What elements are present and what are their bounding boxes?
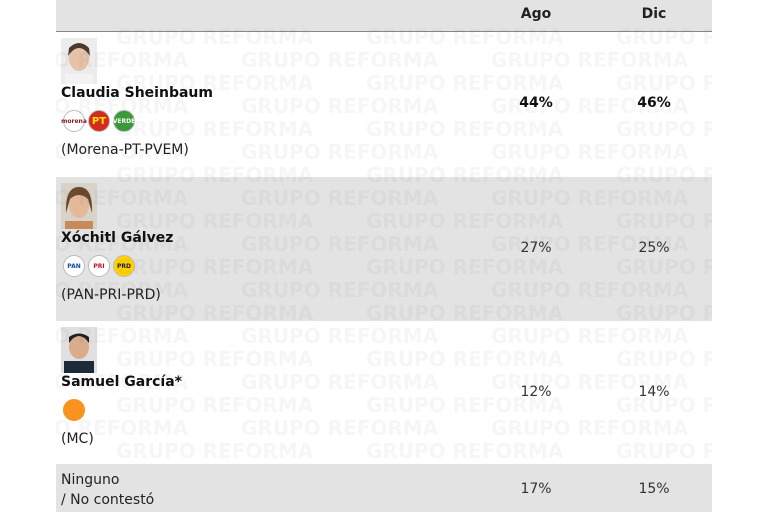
value-cell: 14% bbox=[638, 384, 670, 400]
candidate-photo bbox=[61, 183, 97, 229]
party-name: (PAN-PRI-PRD) bbox=[61, 287, 161, 303]
party-name: (Morena-PT-PVEM) bbox=[61, 142, 189, 158]
header-row: Ago Dic bbox=[56, 0, 712, 32]
poll-table: Ago Dic Claudia Sheinbaum morena PT VERD… bbox=[56, 0, 712, 512]
party-logo: PRI bbox=[88, 255, 110, 277]
value-cell: 12% bbox=[520, 384, 552, 400]
candidate-photo bbox=[61, 327, 97, 373]
party-logo: PAN bbox=[63, 255, 85, 277]
party-logo: PRD bbox=[113, 255, 135, 277]
value-cell: 27% bbox=[520, 240, 552, 256]
candidate-name: Claudia Sheinbaum bbox=[61, 85, 213, 101]
header-cell: Dic bbox=[641, 6, 667, 22]
candidate-photo bbox=[61, 38, 97, 84]
party-logos: morena PT VERDE bbox=[61, 110, 135, 132]
party-name: (MC) bbox=[61, 431, 94, 447]
value-cell: 25% bbox=[638, 240, 670, 256]
row: Xóchitl Gálvez PAN PRI PRD (PAN-PRI-PRD)… bbox=[56, 177, 712, 321]
party-logo bbox=[63, 399, 85, 421]
row-label: / No contestó bbox=[61, 492, 155, 508]
header-cell: Ago bbox=[520, 6, 552, 22]
candidate-name: Xóchitl Gálvez bbox=[61, 230, 174, 246]
party-logos: PAN PRI PRD bbox=[63, 255, 135, 277]
party-logo: morena bbox=[61, 110, 87, 132]
party-logo: PT bbox=[88, 110, 110, 132]
value-cell: 46% bbox=[637, 95, 671, 111]
candidate-name: Samuel García* bbox=[61, 374, 182, 390]
party-logos bbox=[63, 399, 85, 421]
party-logo: VERDE bbox=[113, 110, 135, 132]
row: Claudia Sheinbaum morena PT VERDE (Moren… bbox=[56, 32, 712, 177]
value-cell: 17% bbox=[520, 481, 552, 497]
value-cell: 15% bbox=[638, 481, 670, 497]
row: Samuel García* (MC) 12% 14% bbox=[56, 321, 712, 464]
row: Ninguno / No contestó 17% 15% bbox=[56, 464, 712, 512]
row-label: Ninguno bbox=[61, 472, 120, 488]
value-cell: 44% bbox=[519, 95, 553, 111]
